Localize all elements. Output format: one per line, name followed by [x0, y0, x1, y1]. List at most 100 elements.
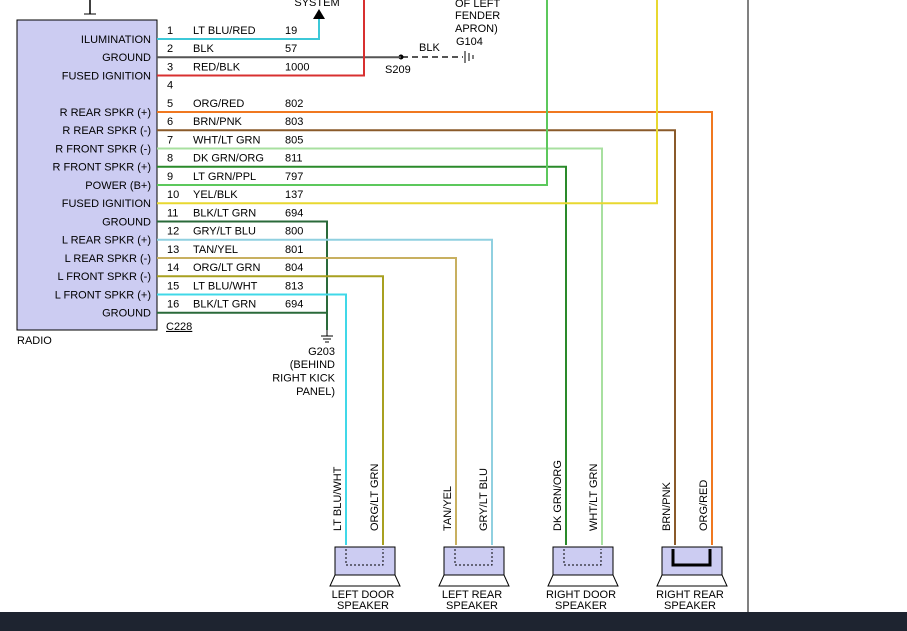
pin-label: L FRONT SPKR (-) [57, 271, 151, 283]
speaker-name: LEFT DOOR [332, 589, 395, 601]
wire-color: YEL/BLK [193, 189, 238, 201]
pin-number: 2 [167, 43, 173, 55]
wire-color: DK GRN/ORG [193, 153, 264, 165]
speaker-body [438, 574, 510, 587]
pin-number: 3 [167, 61, 173, 73]
speaker-box [443, 546, 505, 576]
pin-number: 11 [167, 207, 178, 219]
wire-color: BRN/PNK [193, 116, 243, 128]
circuit-number: 694 [285, 299, 303, 311]
system-label: SYSTEM [294, 0, 339, 9]
speaker-coil [454, 549, 493, 566]
taskbar [0, 612, 907, 631]
speaker-wire-label: BRN/PNK [661, 481, 673, 531]
radio-label: RADIO [17, 335, 52, 347]
pin-label: L REAR SPKR (-) [65, 253, 151, 265]
wire-color: LT GRN/PPL [193, 171, 256, 183]
circuit-number: 803 [285, 116, 303, 128]
pin-number: 10 [167, 189, 179, 201]
wire [157, 19, 320, 40]
speaker-wire-label: TAN/YEL [442, 486, 454, 531]
wire-color: BLK/LT GRN [193, 299, 256, 311]
pin-label: ILUMINATION [81, 34, 151, 46]
connector-label: C228 [166, 321, 192, 333]
wire-color: LT BLU/RED [193, 25, 256, 37]
ground-symbol [464, 51, 474, 63]
wire [157, 275, 384, 545]
wire [157, 111, 713, 545]
speaker-name: SPEAKER [664, 600, 716, 612]
speaker-wire-label: WHT/LT GRN [588, 464, 600, 531]
pin-number: 5 [167, 98, 173, 110]
speaker-coil [671, 549, 712, 567]
wire-color: GRY/LT BLU [193, 226, 256, 238]
pin-number: 4 [167, 80, 173, 92]
pin-label: GROUND [102, 216, 151, 228]
circuit-number: 801 [285, 244, 303, 256]
speaker-wire-label: ORG/LT GRN [369, 464, 381, 531]
pin-number: 7 [167, 134, 173, 146]
pin-label: R REAR SPKR (-) [62, 125, 151, 137]
pin-label: R FRONT SPKR (-) [55, 143, 151, 155]
pin-number: 13 [167, 244, 179, 256]
wire [157, 0, 548, 186]
pin-label: L FRONT SPKR (+) [55, 289, 151, 301]
wire [157, 129, 676, 545]
pin-number: 8 [167, 153, 173, 165]
speaker-name: SPEAKER [446, 600, 498, 612]
circuit-number: 19 [285, 25, 297, 37]
arrow [313, 9, 325, 19]
pin-number: 9 [167, 171, 173, 183]
speaker-name: RIGHT DOOR [546, 589, 616, 601]
ground-label: RIGHT KICK [272, 373, 335, 385]
ground-label: G203 [308, 346, 335, 358]
wire-color: LT BLU/WHT [193, 280, 258, 292]
wire [157, 165, 567, 545]
circuit-number: 811 [285, 153, 303, 165]
speaker-wire-label: DK GRN/ORG [552, 460, 564, 531]
speaker-wire-label: LT BLU/WHT [332, 466, 344, 531]
circuit-number: 802 [285, 98, 303, 110]
pin-label: R REAR SPKR (+) [60, 107, 151, 119]
pin-number: 15 [167, 280, 179, 292]
speaker-coil [345, 549, 384, 566]
pin-label: GROUND [102, 308, 151, 320]
circuit-number: 800 [285, 226, 303, 238]
speaker-body [656, 574, 728, 587]
pin-label: POWER (B+) [85, 180, 151, 192]
speaker-box [552, 546, 614, 576]
ground-label: (BEHIND [290, 359, 335, 371]
wire [157, 0, 365, 77]
fender-note: OF LEFT [455, 0, 501, 10]
circuit-number: 137 [285, 189, 303, 201]
speaker-box [334, 546, 396, 576]
wire-color: BLK/LT GRN [193, 207, 256, 219]
wire [157, 293, 347, 545]
pin-number: 1 [167, 25, 173, 37]
wire [157, 147, 603, 545]
pin-number: 12 [167, 226, 179, 238]
wire [157, 0, 658, 205]
splice-label: S209 [385, 64, 411, 76]
pin-label: FUSED IGNITION [62, 198, 151, 210]
speaker-name: SPEAKER [555, 600, 607, 612]
wire-color: BLK [193, 43, 214, 55]
wire-color: RED/BLK [193, 61, 241, 73]
circuit-number: 797 [285, 171, 303, 183]
pin-label: GROUND [102, 52, 151, 64]
pin-number: 14 [167, 262, 179, 274]
wire-color: ORG/RED [193, 98, 244, 110]
ground-label: PANEL) [296, 386, 335, 398]
speaker-name: SPEAKER [337, 600, 389, 612]
circuit-number: 805 [285, 134, 303, 146]
g104-label: G104 [456, 36, 483, 48]
radio-box [16, 19, 158, 331]
ground-symbol [321, 330, 333, 343]
speaker-coil [563, 549, 602, 566]
circuit-number: 804 [285, 262, 303, 274]
wire-color: TAN/YEL [193, 244, 238, 256]
wire [157, 311, 328, 330]
pin-number: 16 [167, 299, 179, 311]
wire [157, 257, 457, 545]
